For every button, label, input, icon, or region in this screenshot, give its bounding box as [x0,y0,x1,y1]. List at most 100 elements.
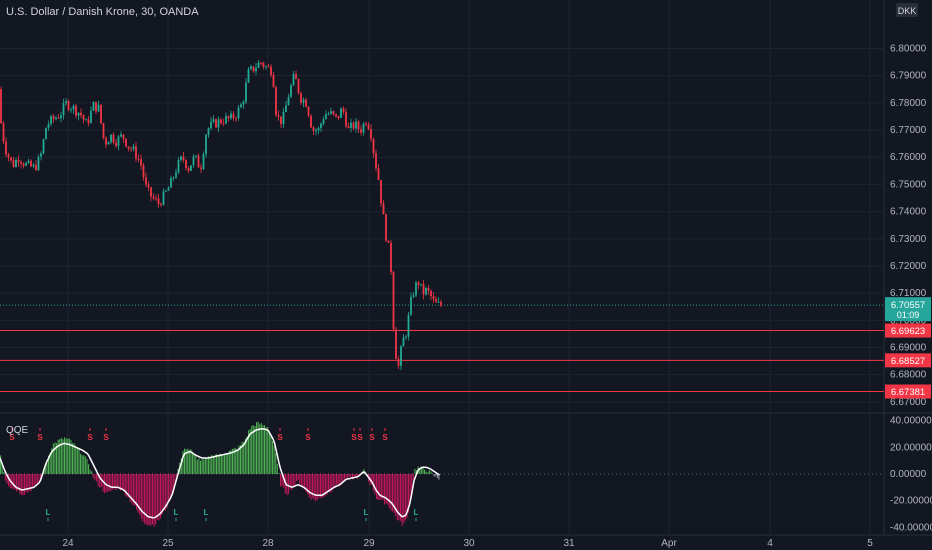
histogram-bar [400,474,402,521]
histogram-bar [414,468,416,474]
histogram-bar [435,474,437,477]
candle-body [210,121,212,129]
histogram-bar [254,426,256,474]
histogram-bar [321,474,323,498]
histogram-bar [438,474,440,480]
histogram-bar [425,471,427,474]
time-tick-label: 28 [262,538,274,549]
candle-body [197,155,200,168]
candle-body [177,160,180,173]
candle-body [332,111,335,114]
candle-body [100,104,102,124]
candle-body [282,111,285,125]
candle-body [160,204,162,206]
histogram-bar [17,474,19,491]
histogram-bar [337,474,339,486]
histogram-bar [244,438,246,474]
candle-body [425,287,427,295]
candle-body [170,178,172,188]
histogram-bar [225,454,227,474]
candle-body [147,184,150,188]
candle-body [375,153,377,169]
histogram-bar [230,449,232,474]
candle-body [300,92,302,103]
histogram-bar [129,474,131,502]
histogram-bar [112,474,114,490]
histogram-bar [216,454,218,474]
histogram-bar [232,448,234,474]
histogram-bar [430,471,432,474]
candle-body [182,156,185,160]
candle-body [10,157,12,161]
candle-body [232,113,235,119]
level-label: 6.68527 [891,356,925,367]
candle-body [75,105,77,116]
histogram-bar [203,459,205,474]
histogram-bar [60,437,62,474]
histogram-bar [390,474,392,511]
histogram-bar [38,474,40,483]
histogram-bar [408,474,410,513]
price-tick-label: 6.71000 [890,288,927,299]
histogram-bar [267,427,269,474]
histogram-bar [110,474,112,492]
histogram-bar [8,474,10,487]
histogram-bar [387,474,389,505]
histogram-bar [75,445,77,474]
histogram-bar [126,474,128,498]
histogram-bar [78,448,80,474]
histogram-bar [350,474,352,477]
candle-body [50,116,52,124]
histogram-bar [427,472,429,474]
histogram-bar [123,474,125,492]
sell-signal: S [382,433,388,442]
histogram-bar [300,474,302,486]
currency-badge: DKK [898,6,917,16]
candle-body [142,165,145,178]
candle-body [127,146,130,149]
histogram-bar [73,443,75,474]
candle-body [12,160,15,167]
candle-body [52,116,55,120]
candle-body [397,359,400,366]
histogram-bar [168,474,170,501]
histogram-bar [204,457,206,474]
histogram-bar [403,474,405,523]
histogram-bar [302,474,304,489]
candle-body [315,130,317,132]
histogram-bar [371,474,373,485]
candle-body [422,284,425,295]
histogram-bar [419,467,421,474]
price-tick-label: 6.73000 [890,234,927,245]
candle-body [32,164,35,167]
histogram-bar [388,474,390,509]
candle-body [62,103,65,116]
sell-signal: S [369,433,375,442]
candle-body [302,99,305,103]
candle-body [420,284,422,286]
histogram-bar [334,474,336,489]
histogram-bar [238,445,240,474]
candle-body [362,123,365,133]
candle-body [5,141,7,155]
histogram-bar [265,427,267,474]
histogram-bar [374,474,376,495]
histogram-bar [268,431,270,474]
candle-body [122,134,125,139]
currency-badge-bg[interactable] [896,3,918,17]
histogram-bar [97,474,99,487]
indicator-tick-label: -40.00000 [890,522,932,533]
candle-body [87,119,90,123]
histogram-bar [32,474,34,489]
candle-body [357,121,360,130]
histogram-bar [86,458,88,474]
histogram-bar [380,474,382,500]
candle-body [430,290,432,297]
candle-body [415,282,417,296]
candle-body [132,146,135,150]
sell-signal: S [37,433,43,442]
candle-body [180,156,182,161]
candle-body [95,101,97,112]
histogram-bar [89,469,91,474]
